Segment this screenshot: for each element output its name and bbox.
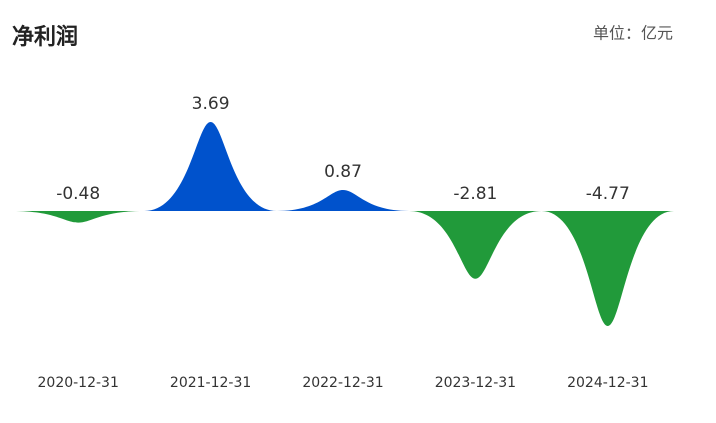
bar bbox=[409, 211, 542, 279]
x-tick-label: 2021-12-31 bbox=[170, 375, 251, 391]
bar bbox=[541, 211, 674, 326]
x-tick-label: 2024-12-31 bbox=[567, 375, 648, 391]
bar bbox=[144, 122, 277, 211]
x-tick-label: 2020-12-31 bbox=[38, 375, 119, 391]
value-label: 0.87 bbox=[324, 162, 362, 182]
value-label: -4.77 bbox=[586, 184, 630, 204]
x-tick-label: 2023-12-31 bbox=[435, 375, 516, 391]
value-label: 3.69 bbox=[192, 94, 230, 114]
chart-title: 净利润 bbox=[12, 24, 78, 50]
bar bbox=[276, 190, 410, 211]
value-label: -2.81 bbox=[453, 184, 497, 204]
x-tick-label: 2022-12-31 bbox=[302, 375, 383, 391]
bar bbox=[12, 211, 145, 223]
unit-label: 单位：亿元 bbox=[593, 24, 673, 43]
value-label: -0.48 bbox=[56, 184, 100, 204]
